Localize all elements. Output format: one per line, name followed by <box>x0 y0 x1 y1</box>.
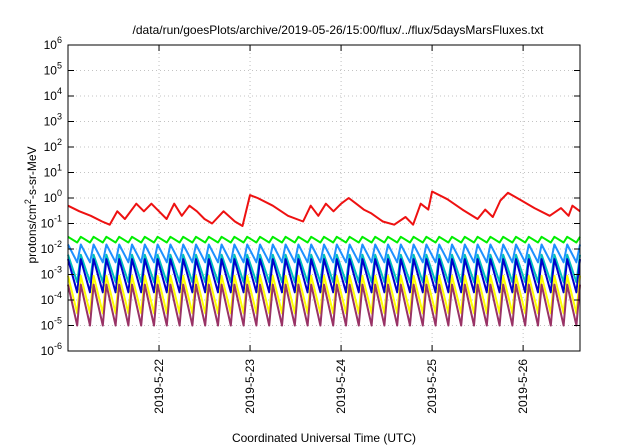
y-tick-label: 10-4 <box>41 290 62 307</box>
series-line-2 <box>67 243 581 264</box>
y-tick-label: 102 <box>44 137 62 154</box>
y-tick-label: 10-5 <box>41 316 62 333</box>
x-tick-label: 2019-5-23 <box>243 359 257 414</box>
x-tick-label: 2019-5-24 <box>334 359 348 414</box>
data-series <box>67 190 581 327</box>
y-tick-label: 10-3 <box>41 265 62 282</box>
y-tick-label: 10-1 <box>41 214 62 231</box>
series-line-1 <box>67 235 581 244</box>
chart-title: /data/run/goesPlots/archive/2019-05-26/1… <box>133 23 545 37</box>
y-tick-label: 104 <box>44 86 62 103</box>
y-tick-label: 105 <box>44 61 62 78</box>
y-axis-title-sup: 2 <box>23 199 33 204</box>
series-line-4 <box>67 258 581 294</box>
y-tick-label: 10-2 <box>41 239 62 256</box>
y-tick-label: 100 <box>44 188 62 205</box>
x-tick-label: 2019-5-25 <box>425 359 439 414</box>
x-tick-label: 2019-5-26 <box>516 359 530 414</box>
y-tick-label: 101 <box>44 163 62 180</box>
y-axis-title-main: protons/cm <box>25 204 39 263</box>
x-axis-title: Coordinated Universal Time (UTC) <box>232 431 416 445</box>
y-tick-label: 106 <box>44 35 62 52</box>
y-tick-label: 103 <box>44 112 62 129</box>
y-axis-ticks: 10-6 10-5 10-4 10-3 10-2 10-1 100 101 102 103 104 1… <box>41 35 580 358</box>
series-line-6 <box>67 283 581 327</box>
series-line-0 <box>67 190 581 227</box>
y-axis-title-rest: -s-sr-MeV <box>25 146 39 199</box>
x-axis-ticks: 2019-5-22 2019-5-23 2019-5-24 2019-5-25 2019… <box>152 45 530 414</box>
y-tick-label: 10-6 <box>41 341 62 358</box>
y-axis-title: protons/cm2-s-sr-MeV <box>23 146 39 263</box>
x-tick-label: 2019-5-22 <box>152 359 166 414</box>
